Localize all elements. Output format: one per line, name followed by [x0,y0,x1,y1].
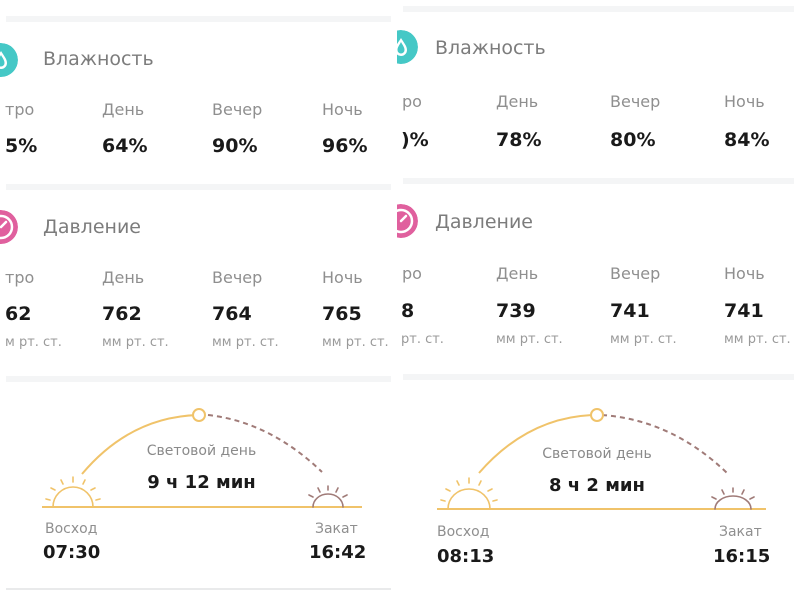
bottom-divider [6,588,391,590]
humidity-day-value: 78% [496,129,542,151]
sunrise-label: Восход [437,524,490,540]
top-divider [6,16,391,22]
pressure-day-label: День [496,264,539,283]
sunset-label: Закат [315,521,358,537]
pressure-night-value: 741 [724,300,764,322]
humidity-evening-value: 80% [610,129,656,151]
sunset-icon [711,487,755,510]
humidity-day-label: День [102,100,145,119]
pressure-morning-unit: рт. ст. [401,332,444,347]
humidity-title: Влажность [435,37,546,59]
pressure-day-unit: мм рт. ст. [102,335,169,350]
pressure-day-label: День [102,268,145,287]
pressure-morning-unit: м рт. ст. [5,335,62,350]
divider [6,184,391,190]
daylight-duration: 8 ч 2 мин [549,475,645,496]
humidity-morning-label: ро [402,92,422,111]
humidity-evening-label: Вечер [212,100,263,119]
humidity-evening-value: 90% [212,135,258,157]
pressure-day-value: 762 [102,303,142,325]
sunset-label: Закат [719,524,762,540]
pressure-night-unit: мм рт. ст. [322,335,389,350]
sunrise-time: 07:30 [43,542,101,563]
humidity-day-label: День [496,92,539,111]
pressure-evening-value: 741 [610,300,650,322]
pressure-evening-label: Вечер [610,264,661,283]
pressure-night-label: Ночь [322,268,363,287]
humidity-morning-value: )% [401,129,429,151]
sunrise-icon [45,476,101,508]
humidity-evening-label: Вечер [610,92,661,111]
daylight-duration: 9 ч 12 мин [147,472,256,493]
sunrise-label: Восход [45,521,98,537]
sunset-icon [308,485,348,508]
humidity-morning-value: 5% [5,135,38,157]
pressure-day-value: 739 [496,300,536,322]
pressure-morning-value: 62 [5,303,32,325]
sunset-time: 16:42 [309,542,367,563]
humidity-night-value: 96% [322,135,368,157]
pressure-evening-label: Вечер [212,268,263,287]
sun-position-marker [590,408,604,422]
daylight-label: Световой день [542,446,652,462]
pressure-evening-unit: мм рт. ст. [212,335,279,350]
humidity-title: Влажность [43,48,154,70]
humidity-night-value: 84% [724,129,770,151]
pressure-title: Давление [435,211,533,233]
pressure-day-unit: мм рт. ст. [496,332,563,347]
pressure-morning-label: ро [402,264,422,283]
weather-details-panel-left: Влажность тро День Вечер Ночь 5% 64% 90%… [0,0,397,600]
humidity-night-label: Ночь [322,100,363,119]
daylight-card: Световой день 8 ч 2 мин Восход 08:13 Зак… [397,380,800,595]
humidity-day-value: 64% [102,135,148,157]
daylight-card: Световой день 9 ч 12 мин Восход 07:30 За… [0,382,397,592]
pressure-gauge-icon [0,210,18,244]
pressure-night-label: Ночь [724,264,765,283]
pressure-evening-value: 764 [212,303,252,325]
top-divider [403,6,794,12]
pressure-card: Давление ро День Вечер Ночь 8 739 741 74… [397,184,800,374]
sunset-time: 16:15 [713,546,771,567]
pressure-evening-unit: мм рт. ст. [610,332,677,347]
sun-position-marker [192,408,206,422]
humidity-night-label: Ночь [724,92,765,111]
humidity-morning-label: тро [5,100,35,119]
humidity-card: Влажность ро День Вечер Ночь )% 78% 80% … [397,12,800,172]
sunrise-time: 08:13 [437,546,495,567]
sunrise-icon [440,477,498,510]
humidity-drop-icon [397,30,418,64]
pressure-gauge-icon [397,204,418,238]
pressure-morning-label: тро [5,268,35,287]
humidity-card: Влажность тро День Вечер Ночь 5% 64% 90%… [0,22,397,182]
pressure-night-unit: мм рт. ст. [724,332,791,347]
sun-path-diagram [437,408,766,510]
sun-path-diagram [42,408,362,508]
divider [6,376,391,382]
divider [403,178,794,184]
pressure-night-value: 765 [322,303,362,325]
pressure-card: Давление тро День Вечер Ночь 62 762 764 … [0,190,397,375]
pressure-morning-value: 8 [401,300,415,322]
humidity-drop-icon [0,43,18,77]
weather-details-panel-right: Влажность ро День Вечер Ночь )% 78% 80% … [397,0,800,600]
divider [403,374,794,380]
pressure-title: Давление [43,216,141,238]
daylight-label: Световой день [146,443,257,459]
